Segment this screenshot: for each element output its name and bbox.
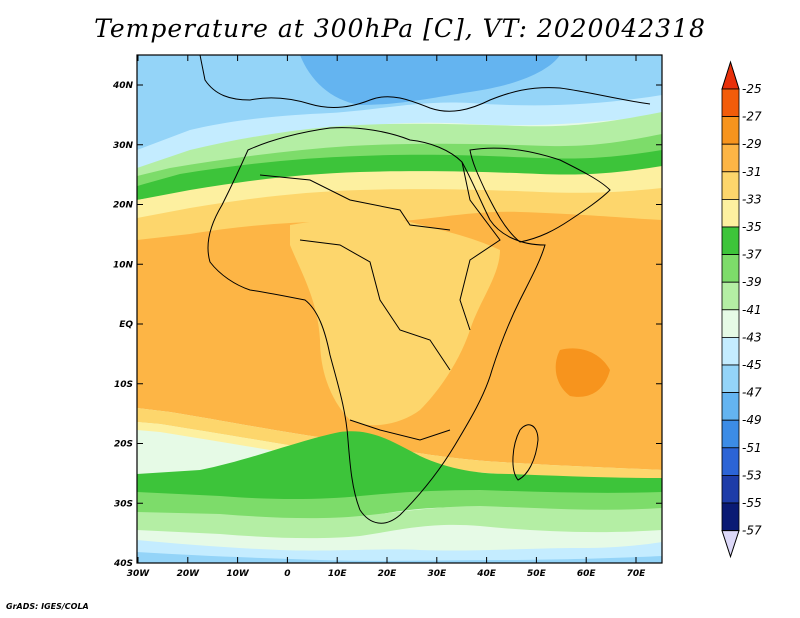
lat-label: 40N	[112, 81, 134, 91]
lat-label: 30S	[114, 499, 133, 509]
band-north-minus-45	[137, 95, 662, 170]
lon-label: 10W	[226, 569, 250, 579]
colorbar-segment	[721, 88, 740, 118]
band-continent-minus-29-east	[555, 348, 610, 397]
band-north-minus-39	[137, 134, 662, 186]
border-sahara	[259, 174, 451, 231]
colorbar-label: -25	[742, 82, 762, 96]
colorbar-segment	[721, 419, 740, 449]
border-central	[299, 239, 451, 371]
band-north-minus-41	[137, 112, 662, 176]
madagascar-coastline	[512, 424, 539, 481]
plot-frame	[136, 54, 663, 564]
latitude-axis: 40N 30N 20N 10N EQ 10S 20S 30S 40S	[112, 81, 662, 569]
colorbar-label: -53	[742, 468, 762, 482]
band-south-minus-47	[137, 552, 662, 563]
colorbar-label: -45	[742, 358, 762, 372]
lat-label: EQ	[119, 320, 133, 330]
lon-label: 30W	[127, 569, 151, 579]
colorbar-label: -57	[742, 524, 762, 538]
colorbar-segment	[721, 392, 740, 421]
longitude-axis: 30W 20W 10W 0 10E 20E 30E 40E 50E 60E 70E	[127, 55, 646, 579]
lon-label: 60E	[577, 569, 597, 579]
colorbar-label: -47	[742, 386, 762, 400]
colorbar-segment	[721, 143, 740, 173]
colorbar: -25 -27 -29 -31 -33 -35 -37 -39 -41 -43 -45 -47 -49 -…	[721, 60, 762, 559]
lon-label: 30E	[427, 569, 447, 579]
colorbar-bottom-arrow	[721, 530, 740, 559]
colorbar-label: -55	[742, 496, 762, 510]
colorbar-top-arrow	[721, 60, 740, 90]
colorbar-label: -35	[742, 220, 762, 234]
map-title: Temperature at 300hPa [C], VT: 202004231…	[94, 14, 706, 43]
band-north-minus-49	[300, 55, 560, 105]
lat-label: 20N	[113, 201, 134, 211]
band-south-minus-41	[137, 506, 662, 539]
colorbar-segment	[721, 502, 740, 532]
lon-label: 70E	[627, 569, 647, 579]
lat-label: 10N	[113, 260, 134, 270]
colorbar-label: -29	[742, 137, 762, 151]
colorbar-segment	[721, 474, 740, 504]
colorbar-label: -37	[742, 248, 762, 262]
band-north-minus-37	[137, 150, 662, 200]
lat-label: 20S	[114, 440, 133, 450]
colorbar-label: -49	[742, 413, 762, 427]
border-east	[459, 161, 501, 331]
colorbar-label: -51	[742, 441, 762, 455]
lon-label: 50E	[527, 569, 547, 579]
colorbar-segment	[721, 364, 740, 394]
lat-label: 40S	[113, 559, 133, 569]
colorbar-segment	[721, 336, 740, 366]
africa-coastline	[207, 127, 546, 524]
colorbar-segment	[721, 254, 740, 283]
band-south-minus-39	[137, 490, 662, 521]
colorbar-segment	[721, 447, 740, 476]
colorbar-label: -41	[742, 303, 762, 317]
coastlines	[199, 55, 651, 524]
colorbar-segment	[721, 281, 740, 311]
colorbar-label: -27	[742, 110, 762, 124]
lat-label: 30N	[113, 141, 134, 151]
colorbar-label: -43	[742, 330, 762, 344]
colorbar-label: -33	[742, 192, 762, 206]
lon-label: 20E	[378, 569, 398, 579]
colorbar-segment	[721, 198, 740, 228]
arabia-coastline	[469, 147, 611, 243]
credit-text: GrADS: IGES/COLA	[6, 602, 89, 611]
lon-label: 10E	[328, 569, 348, 579]
lat-label: 10S	[114, 380, 133, 390]
band-south-minus-37	[137, 431, 662, 503]
lon-label: 40E	[476, 569, 497, 579]
colorbar-segment	[721, 226, 740, 256]
colorbar-segment	[721, 309, 740, 338]
lon-label: 0	[284, 569, 290, 579]
temperature-field	[137, 55, 662, 563]
border-south	[349, 419, 451, 441]
band-south-minus-45	[137, 540, 662, 563]
colorbar-segment	[721, 171, 740, 200]
lon-label: 20W	[177, 569, 201, 579]
band-south-minus-33	[137, 408, 662, 478]
colorbar-label: -39	[742, 275, 762, 289]
colorbar-label: -31	[742, 165, 762, 179]
europe-coastline	[199, 55, 651, 112]
colorbar-segment	[721, 116, 740, 145]
